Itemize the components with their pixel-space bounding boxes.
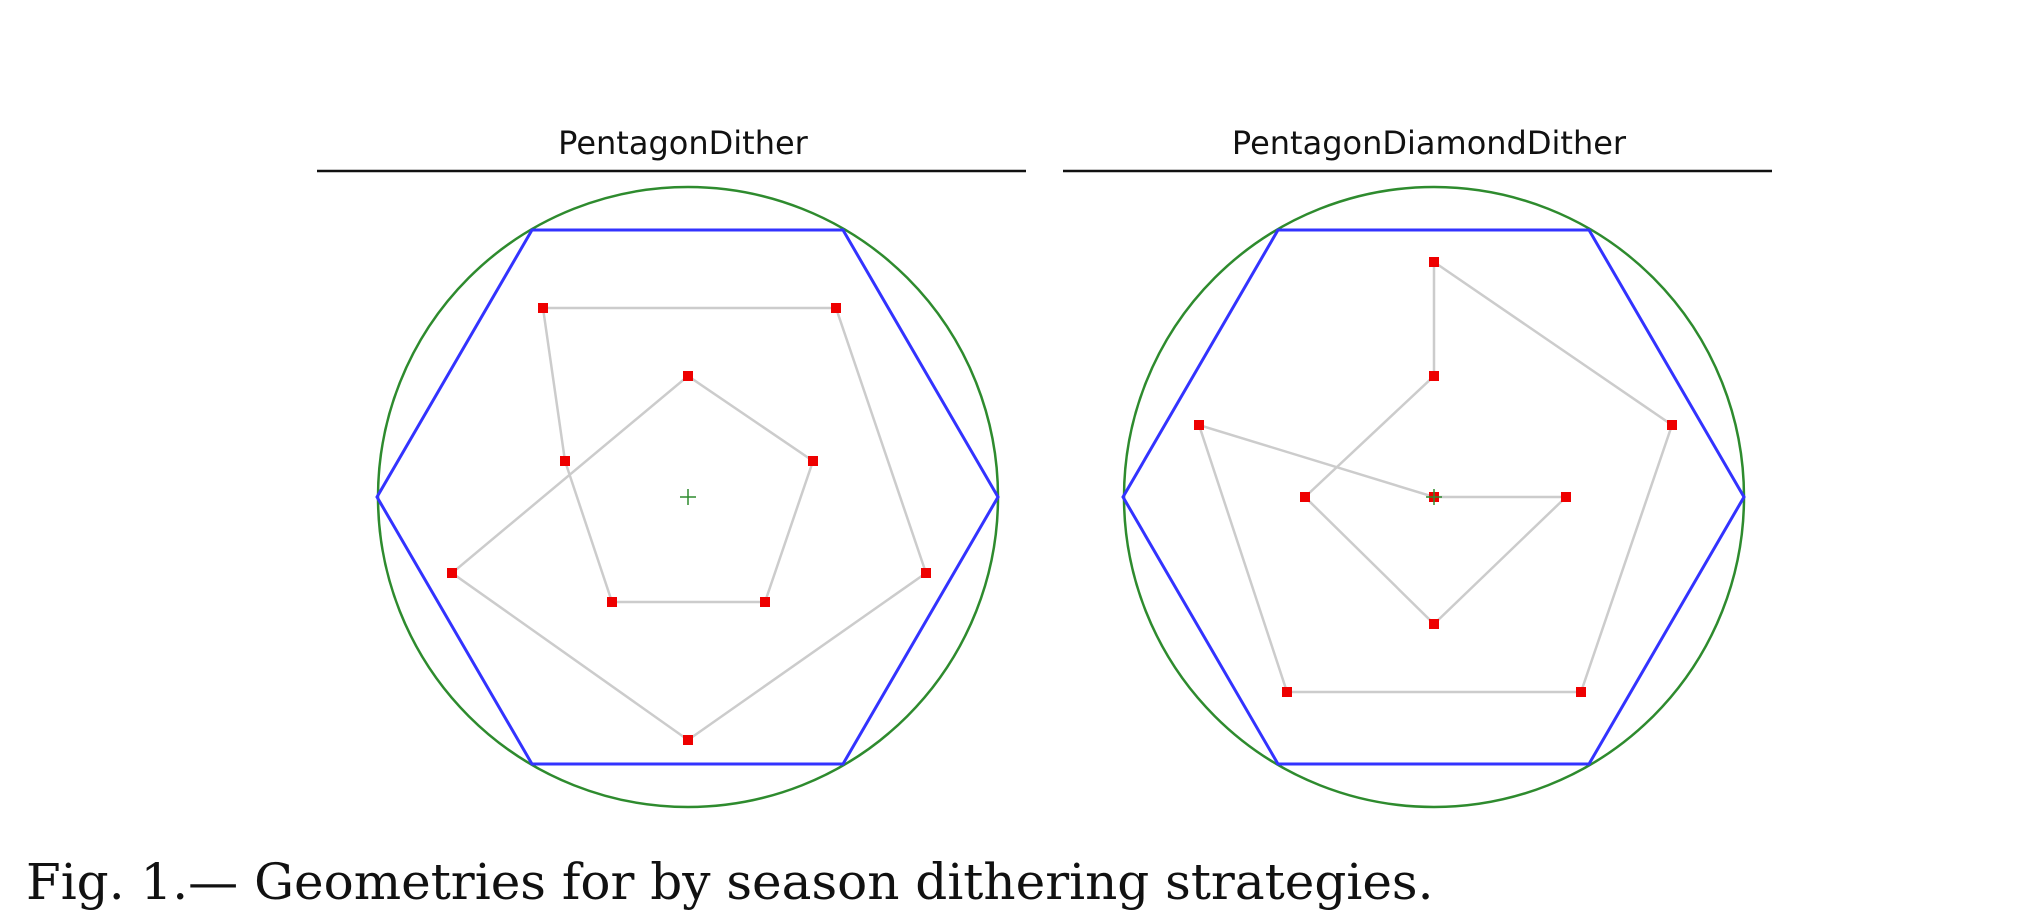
dither-points — [447, 303, 931, 745]
dither-point — [1561, 492, 1571, 502]
dither-point — [683, 735, 693, 745]
dither-point — [808, 456, 818, 466]
center-marker — [680, 489, 696, 505]
panel-title: PentagonDither — [558, 124, 809, 162]
field-of-view-hexagon — [375, 228, 1000, 766]
dither-point — [607, 597, 617, 607]
field-of-view-hexagon — [1121, 228, 1746, 766]
panel-pentagon-diamond-dither: PentagonDiamondDither — [1063, 124, 1772, 809]
dither-point — [683, 371, 693, 381]
panel-title: PentagonDiamondDither — [1232, 124, 1627, 162]
dither-point — [1282, 687, 1292, 697]
dither-point — [1429, 371, 1439, 381]
dither-point — [1667, 420, 1677, 430]
center-marker — [1426, 489, 1442, 505]
dither-point — [560, 456, 570, 466]
panel-pentagon-dither: PentagonDither — [317, 124, 1026, 809]
dither-point — [1429, 619, 1439, 629]
dither-point — [1429, 257, 1439, 267]
dither-point — [760, 597, 770, 607]
dither-point — [921, 568, 931, 578]
figure-caption: Fig. 1.— Geometries for by season dither… — [26, 853, 1434, 911]
dither-point — [1194, 420, 1204, 430]
dither-point — [831, 303, 841, 313]
dither-point — [447, 568, 457, 578]
dither-point — [1576, 687, 1586, 697]
dither-point — [1300, 492, 1310, 502]
dither-point — [538, 303, 548, 313]
